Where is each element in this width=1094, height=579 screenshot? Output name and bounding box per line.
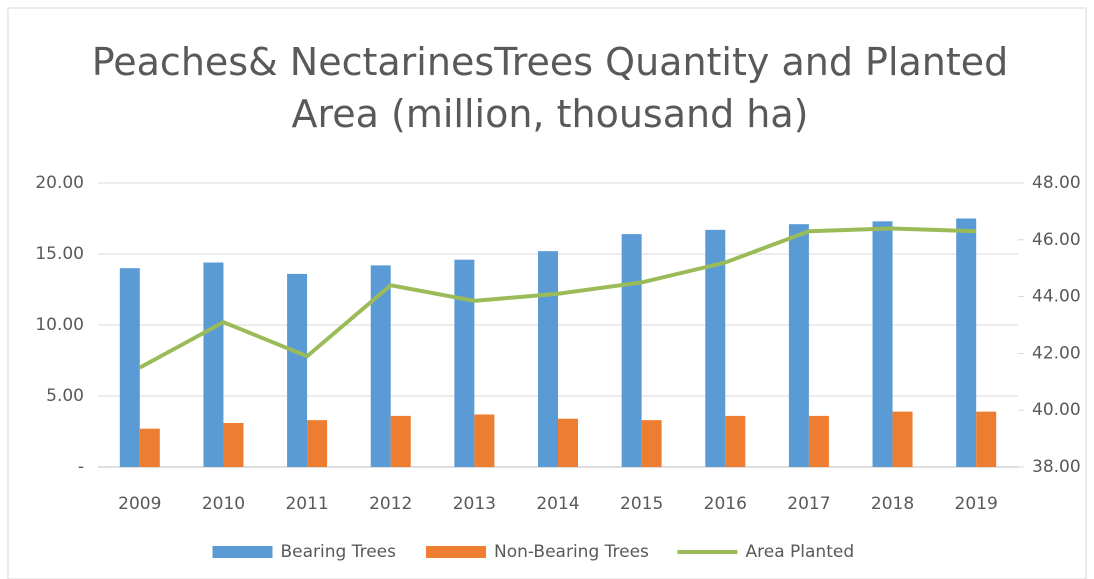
y-tick-label: 20.00 (35, 173, 84, 193)
bar (474, 414, 495, 467)
bar (370, 265, 391, 467)
y-tick-label: 10.00 (35, 315, 84, 335)
y-tick-label: 5.00 (46, 386, 84, 406)
x-tick-label: 2015 (620, 494, 663, 514)
bar (705, 229, 726, 467)
x-tick-label: 2012 (369, 494, 412, 514)
legend-label: Area Planted (746, 542, 855, 562)
bar (390, 415, 411, 467)
bar (558, 418, 578, 467)
bar (788, 224, 809, 467)
legend-swatch (212, 546, 273, 558)
y2-tick-label: 48.00 (1032, 173, 1081, 193)
x-tick-label: 2014 (536, 494, 579, 514)
legend-swatch (426, 546, 486, 558)
bar (139, 428, 160, 467)
bar (872, 221, 893, 467)
x-tick-label: 2013 (453, 494, 496, 514)
legend-label: Bearing Trees (281, 542, 397, 562)
line (138, 226, 977, 370)
bar (203, 262, 224, 467)
y2-tick-label: 42.00 (1032, 343, 1081, 363)
bar (641, 420, 662, 467)
x-tick-label: 2018 (871, 494, 914, 514)
bar (119, 268, 140, 467)
y2-tick-label: 44.00 (1032, 287, 1081, 307)
bar (725, 415, 746, 467)
bar (223, 422, 244, 467)
bar (892, 411, 913, 467)
y2-tick-label: 40.00 (1032, 400, 1081, 420)
bar (454, 259, 475, 467)
y2-tick-label: 38.00 (1032, 457, 1081, 477)
bar (808, 415, 829, 467)
x-tick-label: 2017 (787, 494, 830, 514)
legend-label: Non-Bearing Trees (494, 542, 649, 562)
chart-border (7, 7, 1087, 579)
bar (621, 234, 642, 467)
x-tick-label: 2011 (285, 494, 328, 514)
bar (538, 251, 558, 467)
y2-tick-label: 46.00 (1032, 230, 1081, 250)
bar (956, 218, 977, 467)
bar (976, 411, 997, 467)
bar (307, 420, 328, 467)
bar (287, 273, 308, 467)
x-tick-label: 2010 (202, 494, 245, 514)
x-tick-label: 2016 (704, 494, 747, 514)
y-tick-label: 15.00 (35, 244, 84, 264)
chart-title: Peaches& NectarinesTrees Quantity and Pl… (91, 40, 1009, 136)
x-tick-label: 2009 (118, 494, 161, 514)
y-tick-label: - (78, 457, 84, 477)
x-tick-label: 2019 (955, 494, 998, 514)
